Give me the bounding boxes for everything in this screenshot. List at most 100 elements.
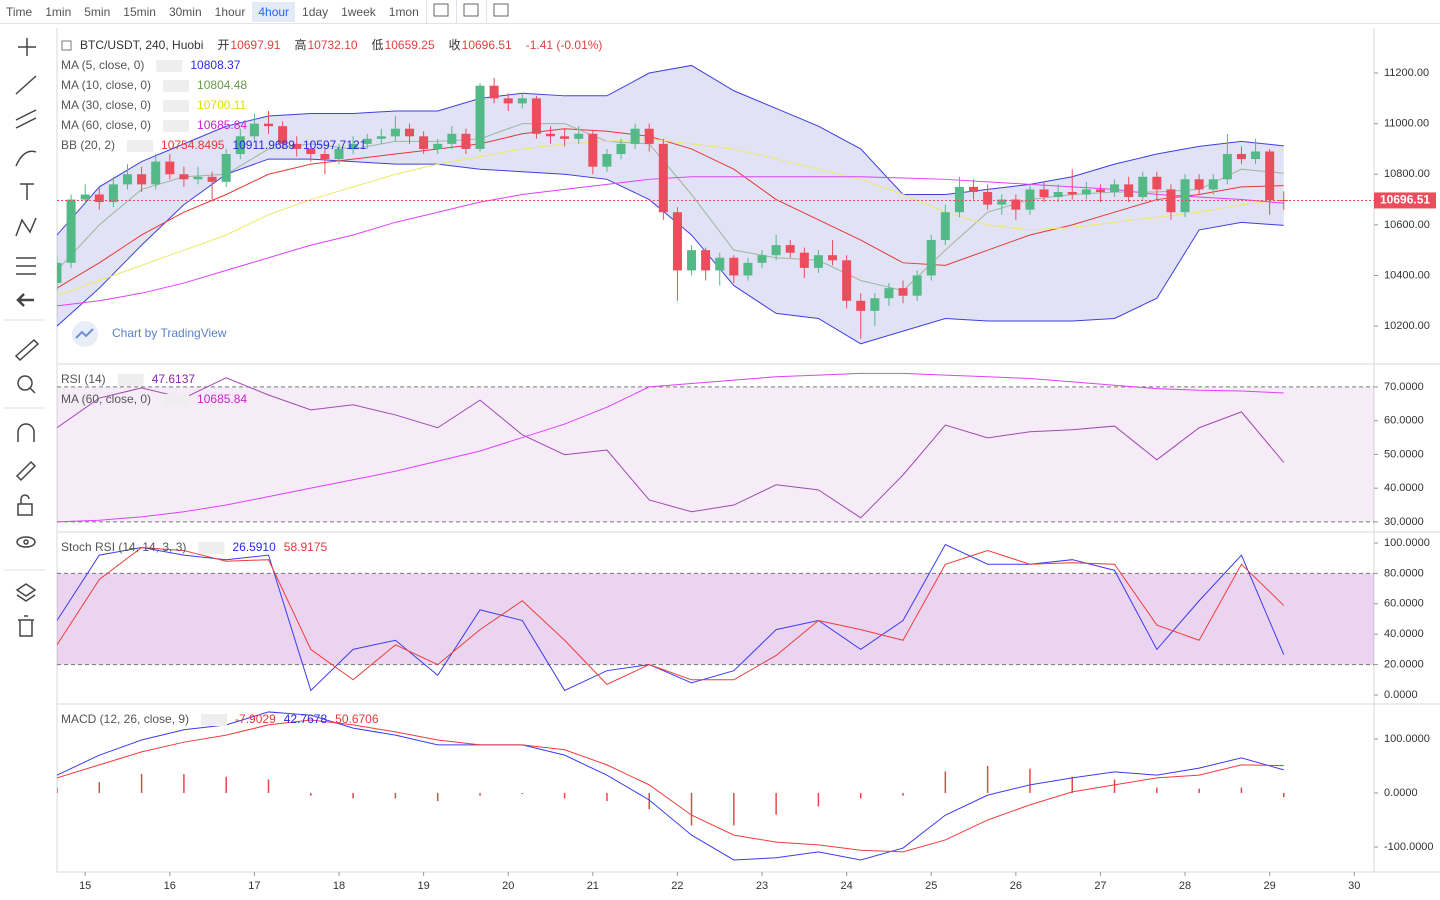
y-tick-label: 30.0000 xyxy=(1384,516,1424,528)
candle-body xyxy=(983,191,993,205)
candle-body xyxy=(813,255,823,268)
candle-body xyxy=(870,298,880,311)
header-open-label: 开 xyxy=(217,38,229,52)
indicator-pane xyxy=(57,711,1285,861)
candle-body xyxy=(348,143,358,149)
time-label: Time xyxy=(6,4,33,19)
candle-body xyxy=(193,176,203,180)
candle-body xyxy=(419,136,429,149)
measure-tool[interactable] xyxy=(14,338,40,362)
interval-button[interactable]: 5min xyxy=(84,4,111,19)
x-tick-label: 20 xyxy=(502,880,514,892)
header-open: 10697.91 xyxy=(230,38,280,52)
interval-button[interactable]: 1day xyxy=(302,4,329,19)
candle-body xyxy=(447,133,457,144)
price-pane xyxy=(57,64,1289,345)
interval-button[interactable]: 4hour xyxy=(252,1,296,22)
magnet-tool[interactable] xyxy=(17,423,35,442)
header-high-label: 高 xyxy=(294,37,306,52)
last-price-box xyxy=(1374,192,1436,209)
candle-body xyxy=(969,186,979,192)
fib-tool[interactable] xyxy=(15,109,37,129)
y-tick-label: 11000.00 xyxy=(1384,118,1429,130)
candle-body xyxy=(306,148,316,155)
pattern-tool[interactable] xyxy=(15,217,37,237)
candle-body xyxy=(729,257,739,276)
candle-body xyxy=(94,194,104,203)
brush-tool[interactable] xyxy=(15,150,37,167)
legend-value: 42.7678 xyxy=(284,712,328,726)
legend-label: MACD (12, 26, close, 9) xyxy=(61,712,189,726)
candle-body xyxy=(137,174,147,185)
interval-button[interactable]: 30min xyxy=(168,4,202,19)
interval-button[interactable]: 1hour xyxy=(214,4,246,19)
candle-body xyxy=(616,143,626,155)
candle-body xyxy=(1208,179,1218,190)
x-tick-label: 21 xyxy=(587,880,599,892)
indicator-line xyxy=(57,543,1285,692)
header-close: 10696.51 xyxy=(462,38,512,52)
candle-body xyxy=(278,126,288,144)
x-tick-label: 30 xyxy=(1348,880,1360,892)
interval-button[interactable]: 1min xyxy=(45,4,72,19)
indicator-line xyxy=(57,711,1284,861)
settings-button[interactable] xyxy=(455,0,485,23)
legend-value: 10685.84 xyxy=(197,392,247,406)
legend-icons xyxy=(127,140,154,152)
interval-toolbar: Time 1min 5min 15min 30min 1hour 4hour 1day 1wee… xyxy=(0,0,1440,24)
candle-body xyxy=(560,136,570,139)
header-high: 10732.10 xyxy=(307,38,357,52)
delete-tool[interactable] xyxy=(18,615,34,637)
prediction-tool[interactable] xyxy=(16,257,36,275)
candle-body xyxy=(461,133,471,149)
legend-value: 10700.11 xyxy=(197,98,246,112)
line-tool[interactable] xyxy=(15,75,37,95)
fullscreen-button[interactable] xyxy=(485,0,515,23)
legend-value: 58.9175 xyxy=(284,540,328,554)
legend-label: MA (5, close, 0) xyxy=(61,58,144,72)
y-tick-label: 100.0000 xyxy=(1384,537,1430,549)
layers-tool[interactable] xyxy=(15,583,37,602)
legend-value: 10911.9689 xyxy=(232,138,295,152)
candle-body xyxy=(1124,184,1134,198)
chart-type-button[interactable] xyxy=(425,0,455,23)
x-tick-label: 28 xyxy=(1179,880,1191,892)
candle-body xyxy=(884,288,894,299)
lock-tool[interactable] xyxy=(17,503,33,516)
indicator-pane xyxy=(57,543,1374,692)
y-tick-label: 20.0000 xyxy=(1384,659,1424,671)
lock-draw-tool[interactable] xyxy=(15,460,37,482)
x-tick-label: 17 xyxy=(248,880,260,892)
header-close-label: 收 xyxy=(449,38,461,52)
indicator-line xyxy=(57,123,1284,292)
candle-body xyxy=(292,143,302,149)
legend-value: 10685.84 xyxy=(197,118,247,132)
candle-body xyxy=(842,260,852,301)
y-tick-label: 40.0000 xyxy=(1384,628,1424,640)
x-tick-label: 19 xyxy=(417,880,429,892)
candle-body xyxy=(151,161,161,185)
indicator-line xyxy=(57,547,1285,685)
interval-button[interactable]: 15min xyxy=(123,4,156,19)
indicator-line xyxy=(57,138,1284,297)
interval-button[interactable]: 1mon xyxy=(388,4,419,19)
indicator-line xyxy=(57,158,1284,345)
candle-body xyxy=(715,257,725,271)
candle-body xyxy=(1138,176,1148,198)
visibility-tool[interactable] xyxy=(16,536,36,548)
legend-icons xyxy=(163,394,190,406)
indicator-line xyxy=(57,128,1284,289)
indicator-pane xyxy=(57,372,1374,523)
candle-body xyxy=(1081,189,1091,195)
candle-body xyxy=(433,143,443,149)
text-tool[interactable] xyxy=(20,183,34,200)
x-tick-label: 24 xyxy=(841,880,853,892)
back-tool[interactable] xyxy=(16,293,34,307)
x-tick-label: 16 xyxy=(164,880,176,892)
legend-label: MA (10, close, 0) xyxy=(61,78,151,92)
interval-button[interactable]: 1week xyxy=(341,4,376,19)
indicator-line xyxy=(57,64,1284,236)
zoom-tool[interactable] xyxy=(17,375,33,391)
legend-label: RSI (14) xyxy=(61,372,106,386)
